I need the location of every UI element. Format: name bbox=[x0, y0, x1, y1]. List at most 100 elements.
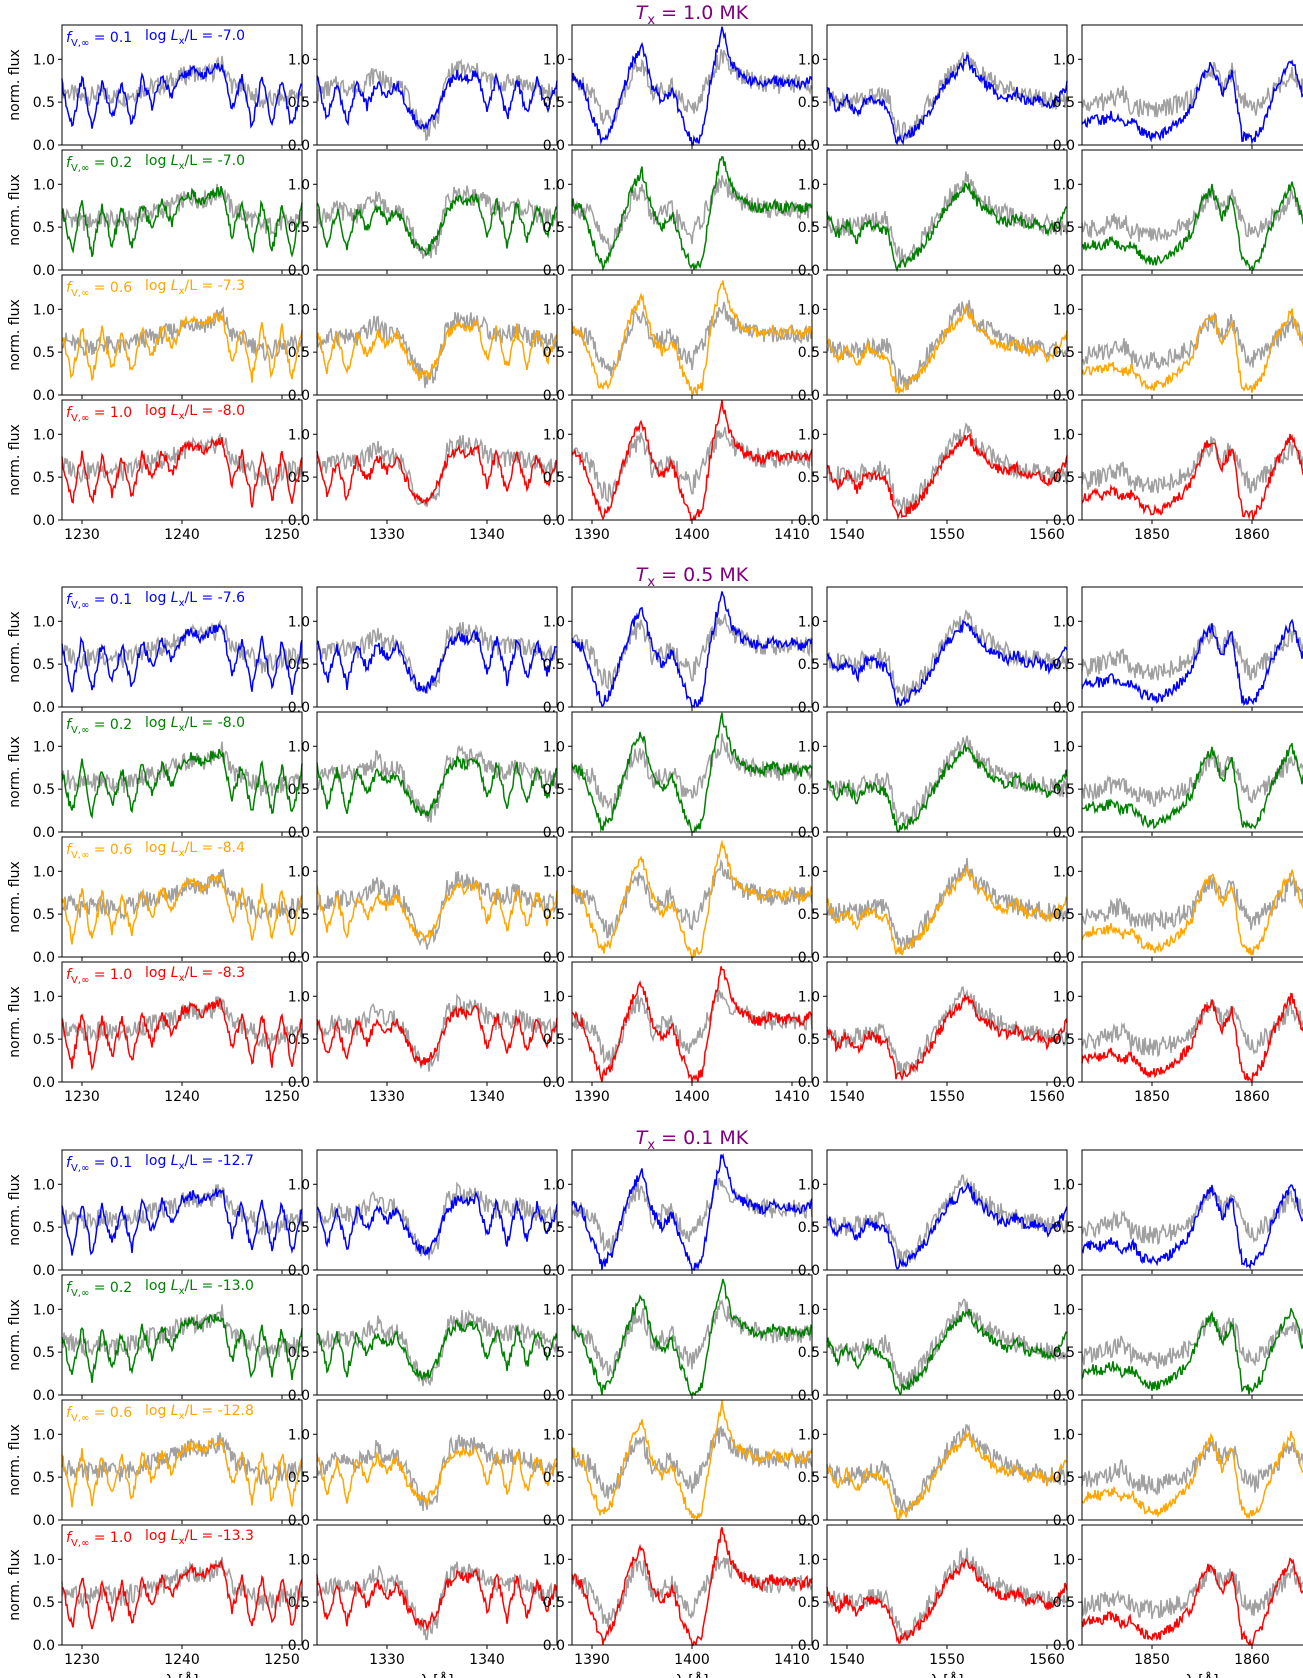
y-tick-label: 0.5 bbox=[543, 1032, 565, 1048]
lx-annotation: log Lx/L = -13.0 bbox=[145, 1278, 254, 1297]
y-tick-label: 0.5 bbox=[543, 1220, 565, 1236]
y-tick-label: 0.0 bbox=[798, 1075, 820, 1091]
observed-spectrum-line bbox=[61, 55, 303, 109]
observed-spectrum-line bbox=[571, 301, 813, 377]
y-tick-label: 0.5 bbox=[1053, 782, 1075, 798]
y-tick-label: 0.5 bbox=[1053, 657, 1075, 673]
panel-frame bbox=[316, 399, 558, 521]
y-tick-label: 0.5 bbox=[798, 220, 820, 236]
y-tick-label: 0.5 bbox=[288, 1220, 310, 1236]
block-title: Tx = 0.5 MK bbox=[636, 564, 749, 590]
panel-b2-r2-c3: 0.0 0.5 1.0 bbox=[798, 1399, 1068, 1529]
model-spectrum-line bbox=[61, 1558, 303, 1630]
y-tick-label: 0.5 bbox=[33, 345, 55, 361]
panel-b1-r2-c0: 0.0 0.5 1.0 fV,∞ = 0.6 log Lx/L = -8.4 bbox=[33, 836, 303, 966]
observed-spectrum-line bbox=[571, 175, 813, 253]
lx-annotation: log Lx/L = -8.0 bbox=[145, 403, 245, 422]
y-tick-label: 1.0 bbox=[288, 177, 310, 193]
panel-b0-r3-c4: 0.0 0.5 1.0 1850 1860 bbox=[1053, 399, 1303, 543]
y-tick-label: 1.0 bbox=[1053, 739, 1075, 755]
y-tick-label: 0.0 bbox=[543, 263, 565, 279]
y-tick-label: 0.0 bbox=[288, 1388, 310, 1404]
panel-b1-r3-c3: 0.0 0.5 1.0 1540 1550 1560 bbox=[798, 961, 1068, 1105]
x-tick-label: 1550 bbox=[929, 1089, 965, 1105]
panel-b0-r0-c4: 0.0 0.5 1.0 bbox=[1053, 24, 1303, 154]
panel-frame bbox=[1081, 1524, 1303, 1646]
y-tick-label: 1.0 bbox=[1053, 177, 1075, 193]
model-spectrum-line bbox=[1081, 618, 1303, 707]
x-tick-label: 1240 bbox=[164, 527, 200, 543]
panel-frame bbox=[316, 711, 558, 833]
y-tick-label: 1.0 bbox=[798, 1427, 820, 1443]
observed-spectrum-line bbox=[826, 422, 1068, 514]
panel-b0-r0-c1: 0.0 0.5 1.0 bbox=[288, 24, 558, 154]
y-tick-label: 0.0 bbox=[798, 1263, 820, 1279]
model-spectrum-line bbox=[826, 1182, 1068, 1270]
y-tick-label: 1.0 bbox=[543, 864, 565, 880]
y-tick-label: 1.0 bbox=[1053, 614, 1075, 630]
y-tick-label: 0.0 bbox=[543, 1513, 565, 1529]
y-tick-label: 0.0 bbox=[288, 263, 310, 279]
panel-frame bbox=[1081, 711, 1303, 833]
panel-b0-r2-c0: 0.0 0.5 1.0 fV,∞ = 0.6 log Lx/L = -7.3 bbox=[33, 274, 303, 404]
panel-b2-r1-c3: 0.0 0.5 1.0 bbox=[798, 1274, 1068, 1404]
observed-spectrum-line bbox=[1081, 1186, 1303, 1246]
y-tick-label: 0.5 bbox=[543, 1470, 565, 1486]
panel-b2-r3-c1: 0.0 0.5 1.0 1330 1340 λ [Å] bbox=[288, 1524, 558, 1678]
y-tick-label: 0.5 bbox=[543, 345, 565, 361]
model-spectrum-line bbox=[1081, 742, 1303, 830]
y-tick-label: 0.0 bbox=[543, 700, 565, 716]
panel-b0-r3-c2: 0.0 0.5 1.0 1390 1400 1410 bbox=[543, 399, 813, 543]
y-tick-label: 0.0 bbox=[1053, 825, 1075, 841]
y-tick-label: 0.5 bbox=[288, 1470, 310, 1486]
x-tick-label: 1330 bbox=[369, 1089, 405, 1105]
y-tick-label: 0.0 bbox=[288, 1263, 310, 1279]
fv-annotation: fV,∞ = 0.6 bbox=[66, 280, 132, 299]
model-spectrum-line bbox=[316, 755, 558, 817]
y-tick-label: 1.0 bbox=[33, 1302, 55, 1318]
observed-spectrum-line bbox=[571, 1425, 813, 1499]
fv-annotation: fV,∞ = 0.6 bbox=[66, 842, 132, 861]
y-tick-label: 1.0 bbox=[543, 177, 565, 193]
model-spectrum-line bbox=[826, 619, 1068, 708]
panel-frame bbox=[826, 961, 1068, 1083]
observed-spectrum-line bbox=[571, 733, 813, 816]
y-tick-label: 0.0 bbox=[33, 513, 55, 529]
model-spectrum-line bbox=[1081, 181, 1303, 272]
y-tick-label: 0.0 bbox=[33, 1638, 55, 1654]
panel-b2-r1-c0: 0.0 0.5 1.0 fV,∞ = 0.2 log Lx/L = -13.0 bbox=[33, 1274, 303, 1404]
model-spectrum-line bbox=[571, 280, 813, 396]
x-tick-label: 1250 bbox=[264, 1089, 300, 1105]
y-tick-label: 1.0 bbox=[33, 739, 55, 755]
y-tick-label: 1.0 bbox=[33, 1177, 55, 1193]
panel-b1-r0-c4: 0.0 0.5 1.0 bbox=[1053, 586, 1303, 716]
model-spectrum-line bbox=[571, 1153, 813, 1272]
y-tick-label: 0.0 bbox=[33, 1513, 55, 1529]
panel-b1-r3-c0: 0.0 0.5 1.0 1230 1240 1250 fV,∞ = 1.0 log Lx/L … bbox=[33, 961, 303, 1105]
panel-b2-r0-c3: 0.0 0.5 1.0 bbox=[798, 1149, 1068, 1279]
observed-spectrum-line bbox=[61, 868, 303, 922]
y-tick-label: 0.0 bbox=[798, 825, 820, 841]
observed-spectrum-line bbox=[571, 49, 813, 127]
x-tick-label: 1560 bbox=[1029, 1089, 1065, 1105]
model-spectrum-line bbox=[826, 432, 1068, 521]
y-tick-label: 0.0 bbox=[798, 1513, 820, 1529]
panel-b1-r1-c4: 0.0 0.5 1.0 bbox=[1053, 711, 1303, 841]
panel-b1-r1-c3: 0.0 0.5 1.0 bbox=[798, 711, 1068, 841]
y-tick-label: 0.0 bbox=[33, 138, 55, 154]
y-tick-label: 1.0 bbox=[543, 52, 565, 68]
observed-spectrum-line bbox=[826, 609, 1068, 701]
y-tick-label: 0.0 bbox=[543, 950, 565, 966]
y-tick-label: 0.5 bbox=[1053, 95, 1075, 111]
y-axis-label: norm. flux bbox=[7, 1299, 23, 1370]
y-tick-label: 1.0 bbox=[288, 52, 310, 68]
model-spectrum-line bbox=[1081, 1557, 1303, 1647]
y-tick-label: 1.0 bbox=[33, 52, 55, 68]
y-tick-label: 0.5 bbox=[798, 95, 820, 111]
y-tick-label: 1.0 bbox=[33, 1427, 55, 1443]
x-axis-label: λ [Å] bbox=[675, 1672, 708, 1678]
observed-spectrum-line bbox=[826, 857, 1068, 951]
y-tick-label: 1.0 bbox=[33, 614, 55, 630]
y-tick-label: 0.5 bbox=[288, 95, 310, 111]
y-tick-label: 1.0 bbox=[798, 1552, 820, 1568]
